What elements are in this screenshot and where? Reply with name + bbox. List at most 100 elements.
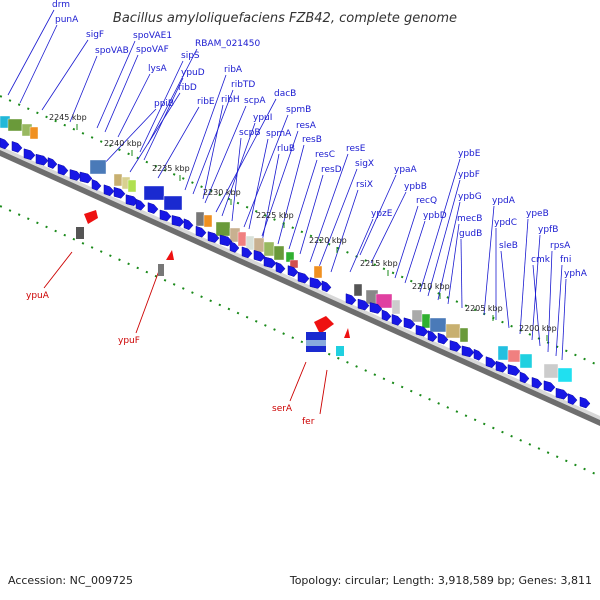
leader-line-rbam-021450	[147, 48, 198, 145]
gene-label-ypze: ypzE	[371, 209, 393, 219]
gene-label-sera: serA	[272, 404, 293, 414]
tick-label-2205-kbp: 2205 kbp	[465, 304, 503, 313]
leader-line-sigx	[318, 168, 358, 268]
leader-line-gudb	[460, 238, 463, 309]
gene-arrow	[11, 141, 23, 153]
feature-blocks	[0, 115, 573, 383]
gene-arrow	[297, 271, 310, 284]
gene-arrow	[103, 184, 115, 197]
leader-line-resb	[277, 144, 305, 245]
tick-label-2220-kbp: 2220 kbp	[309, 236, 347, 245]
leader-line-ypbf	[427, 179, 461, 297]
leader-line-ribh	[202, 104, 224, 200]
leader-line-spovae1	[96, 40, 136, 129]
gene-arrow	[415, 324, 429, 337]
gene-label-fni: fni	[560, 255, 571, 265]
tick-label-2245-kbp: 2245 kbp	[49, 113, 87, 122]
feature-block	[273, 245, 285, 261]
leader-line-sigf	[41, 39, 89, 111]
gene-label-ypuf: ypuF	[118, 336, 140, 346]
leader-line-puna	[19, 24, 58, 104]
feature-block	[557, 367, 573, 383]
reverse-feature	[336, 346, 344, 356]
tick-label-2210-kbp: 2210 kbp	[412, 282, 450, 291]
gene-label-recq: recQ	[416, 196, 437, 206]
gene-arrow	[91, 179, 102, 191]
gene-label-drm: drm	[52, 0, 70, 10]
leader-line-ppib	[99, 108, 157, 169]
leader-line-ypua	[43, 251, 73, 289]
gene-label-ypud: ypuD	[181, 68, 205, 78]
feature-block	[113, 173, 123, 187]
gene-label-ribh: ribH	[221, 95, 240, 105]
gene-label-ypbd: ypbD	[423, 211, 447, 221]
feature-block	[127, 179, 137, 193]
gene-arrow	[543, 380, 556, 393]
gene-arrow	[555, 387, 569, 400]
gene-arrow	[147, 202, 159, 214]
leader-line-ypze	[349, 218, 374, 273]
gene-label-ypda: ypdA	[492, 196, 516, 206]
gene-arrow	[449, 340, 462, 352]
leader-line-resd	[299, 174, 324, 255]
gene-arrow	[369, 302, 383, 314]
gene-label-rese: resE	[346, 144, 366, 154]
gene-arrow	[0, 137, 10, 150]
feature-block	[411, 309, 423, 323]
feature-block	[459, 327, 469, 343]
gene-arrow	[309, 277, 323, 289]
feature-block	[313, 265, 323, 279]
feature-block	[429, 317, 447, 333]
gene-labels: drm punA sigF spoVAB spoVAE1 spoVAF lysA RBAM_0…	[26, 0, 588, 427]
leader-line-spovab	[69, 55, 98, 123]
feature-block	[253, 237, 265, 253]
genome-backbone	[0, 146, 600, 426]
gene-arrow	[507, 364, 521, 376]
leader-line-ypbg	[437, 201, 461, 301]
leader-line-drm	[7, 9, 55, 96]
feature-block	[497, 345, 509, 361]
feature-block	[203, 214, 213, 228]
gene-arrow	[171, 215, 185, 227]
gene-arrow	[79, 171, 93, 184]
gene-arrow	[207, 231, 220, 243]
gene-label-ypha: yphA	[564, 269, 588, 279]
gene-arrow	[381, 309, 392, 322]
feature-block	[245, 235, 255, 251]
leader-line-resc	[288, 159, 318, 250]
gene-label-spma: spmA	[266, 129, 292, 139]
gene-arrow	[531, 377, 543, 389]
leader-line-ribe	[157, 106, 200, 179]
gene-arrow	[253, 249, 266, 262]
gene-label-fer: fer	[302, 417, 315, 427]
gene-label-cmk: cmk	[531, 255, 551, 265]
leader-line-fni	[555, 264, 563, 357]
gene-label-resb: resB	[302, 135, 322, 145]
gene-label-rlub: rluB	[277, 144, 295, 154]
feature-block	[143, 185, 165, 201]
reverse-feature	[344, 328, 350, 338]
leader-line-ypeb	[519, 218, 529, 335]
leader-line-lysa	[117, 73, 151, 138]
gene-arrow	[321, 280, 332, 293]
gene-label-ypaa: ypaA	[394, 165, 418, 175]
gene-arrows	[0, 137, 591, 409]
gene-label-sips: sipS	[181, 51, 200, 61]
reverse-feature	[306, 346, 326, 352]
gene-arrow	[567, 393, 578, 405]
gene-arrow	[287, 265, 299, 277]
leader-line-rese	[309, 153, 349, 263]
leader-line-resa	[261, 130, 299, 237]
gene-label-sleb: sleB	[499, 241, 518, 251]
gene-label-riba: ribA	[224, 65, 243, 75]
gene-arrow	[345, 293, 357, 305]
feature-block	[421, 313, 431, 329]
gene-arrow	[461, 345, 475, 358]
gene-label-ypua: ypuA	[26, 291, 50, 301]
gene-arrow	[23, 148, 36, 161]
gene-label-sigf: sigF	[86, 30, 104, 40]
gene-arrow	[357, 298, 370, 311]
label-leader-lines	[7, 9, 567, 415]
feature-block	[89, 159, 107, 175]
